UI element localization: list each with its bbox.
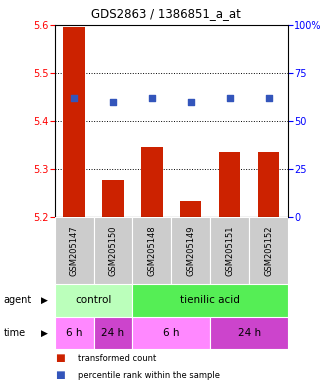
- Text: GSM205150: GSM205150: [109, 225, 118, 276]
- Text: agent: agent: [3, 295, 31, 306]
- Text: GSM205148: GSM205148: [147, 225, 156, 276]
- Point: [149, 95, 155, 101]
- Text: GSM205151: GSM205151: [225, 225, 234, 276]
- Point: [227, 95, 232, 101]
- Text: GSM205149: GSM205149: [186, 225, 195, 276]
- Text: GSM205152: GSM205152: [264, 225, 273, 276]
- Bar: [132, 217, 171, 284]
- Text: ■: ■: [55, 353, 64, 363]
- Text: ▶: ▶: [41, 329, 48, 338]
- Bar: [249, 217, 288, 284]
- Bar: [55, 217, 93, 284]
- Bar: [93, 217, 132, 284]
- Text: percentile rank within the sample: percentile rank within the sample: [78, 371, 220, 380]
- Bar: [210, 317, 288, 349]
- Text: 24 h: 24 h: [101, 328, 124, 338]
- Text: time: time: [3, 328, 25, 338]
- Bar: [55, 284, 132, 317]
- Bar: [219, 152, 240, 217]
- Text: 6 h: 6 h: [163, 328, 179, 338]
- Bar: [93, 317, 132, 349]
- Text: 24 h: 24 h: [238, 328, 260, 338]
- Point: [110, 99, 116, 105]
- Text: GSM205147: GSM205147: [70, 225, 78, 276]
- Point: [71, 95, 77, 101]
- Bar: [102, 180, 124, 217]
- Bar: [210, 217, 249, 284]
- Bar: [258, 152, 279, 217]
- Bar: [132, 317, 210, 349]
- Bar: [132, 284, 288, 317]
- Text: control: control: [75, 295, 112, 306]
- Bar: [63, 27, 85, 217]
- Point: [188, 99, 193, 105]
- Bar: [55, 317, 93, 349]
- Text: tienilic acid: tienilic acid: [180, 295, 240, 306]
- Text: transformed count: transformed count: [78, 354, 156, 362]
- Bar: [180, 201, 202, 217]
- Text: 6 h: 6 h: [66, 328, 82, 338]
- Bar: [141, 147, 163, 217]
- Bar: [171, 217, 210, 284]
- Text: GDS2863 / 1386851_a_at: GDS2863 / 1386851_a_at: [91, 8, 240, 20]
- Text: ■: ■: [55, 370, 64, 381]
- Point: [266, 95, 271, 101]
- Text: ▶: ▶: [41, 296, 48, 305]
